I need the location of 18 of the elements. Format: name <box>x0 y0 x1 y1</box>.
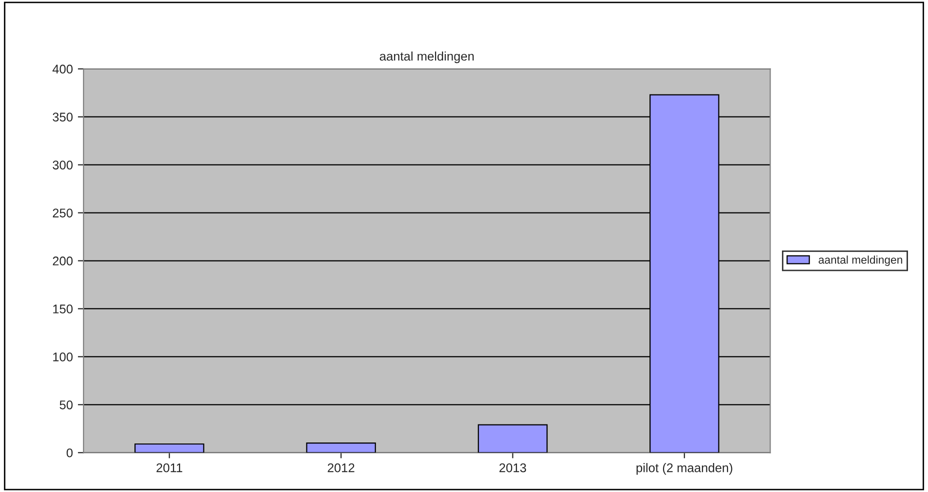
bar <box>306 442 376 453</box>
x-tick-label: 2013 <box>499 463 526 472</box>
x-tick-label: 2012 <box>328 463 354 472</box>
x-tick-label: 2011 <box>156 463 182 472</box>
bar <box>478 424 548 453</box>
y-tick-label: 150 <box>53 304 73 314</box>
y-tick-label: 250 <box>52 208 73 218</box>
y-tick-label: 300 <box>52 160 73 170</box>
y-tick-label: 350 <box>52 112 73 122</box>
y-tick-label: 400 <box>52 64 73 74</box>
y-tick-label: 0 <box>66 448 73 458</box>
x-tick-label: pilot (2 maanden) <box>636 463 732 475</box>
legend-label: aantal meldingen <box>818 256 902 266</box>
y-tick-label: 100 <box>53 352 73 362</box>
y-tick-label: 50 <box>60 400 73 410</box>
bar <box>134 443 204 453</box>
chart-title: aantal meldingen <box>380 51 474 64</box>
y-tick-label: 200 <box>52 256 73 266</box>
